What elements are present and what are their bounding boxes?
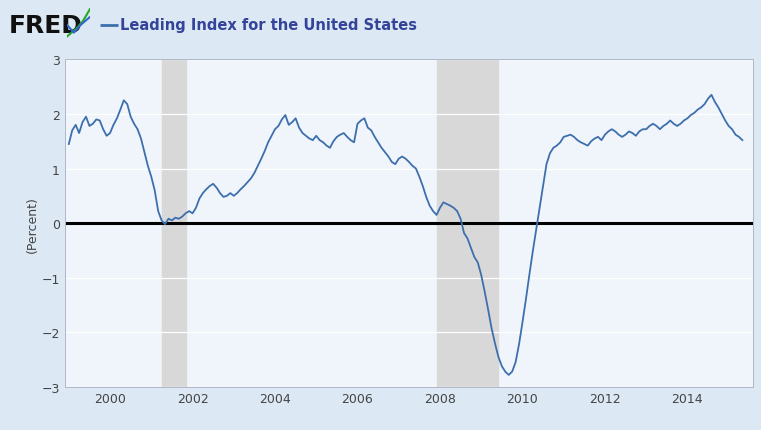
Y-axis label: (Percent): (Percent): [26, 195, 39, 252]
Text: Leading Index for the United States: Leading Index for the United States: [120, 18, 417, 33]
Bar: [161, 60, 186, 387]
Bar: [437, 60, 498, 387]
Text: FRED: FRED: [9, 14, 83, 38]
